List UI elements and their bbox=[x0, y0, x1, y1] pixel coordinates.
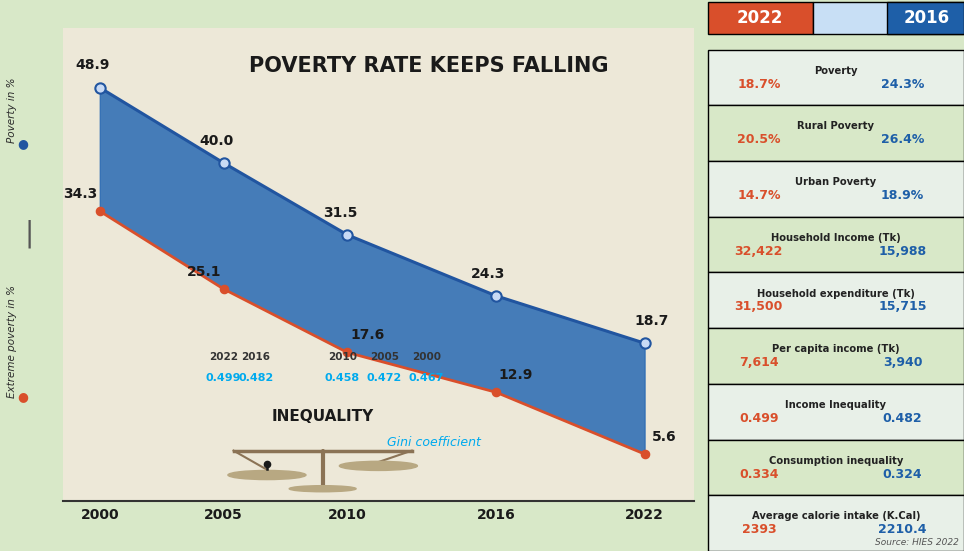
Text: 12.9: 12.9 bbox=[498, 368, 533, 382]
FancyBboxPatch shape bbox=[708, 105, 964, 161]
Text: 2016: 2016 bbox=[241, 352, 270, 362]
Text: 31.5: 31.5 bbox=[323, 206, 358, 220]
Ellipse shape bbox=[289, 485, 356, 491]
Point bbox=[216, 285, 231, 294]
Text: 48.9: 48.9 bbox=[75, 58, 110, 72]
FancyBboxPatch shape bbox=[708, 384, 964, 440]
Text: Extreme poverty in %: Extreme poverty in % bbox=[7, 285, 16, 398]
Point bbox=[489, 388, 504, 397]
FancyBboxPatch shape bbox=[708, 495, 964, 551]
Text: 32,422: 32,422 bbox=[735, 245, 783, 258]
Text: 0.467: 0.467 bbox=[409, 373, 444, 383]
Point bbox=[637, 339, 653, 348]
Text: 2016: 2016 bbox=[904, 9, 950, 27]
Text: POVERTY RATE KEEPS FALLING: POVERTY RATE KEEPS FALLING bbox=[249, 56, 608, 76]
Text: 40.0: 40.0 bbox=[199, 134, 233, 148]
Ellipse shape bbox=[339, 461, 417, 471]
Text: 5.6: 5.6 bbox=[652, 430, 677, 444]
Text: 2393: 2393 bbox=[741, 523, 776, 536]
Text: Poverty: Poverty bbox=[814, 66, 858, 75]
Point bbox=[216, 159, 231, 168]
Text: 7,614: 7,614 bbox=[739, 356, 779, 369]
Text: 2210.4: 2210.4 bbox=[878, 523, 926, 536]
Text: 15,715: 15,715 bbox=[878, 300, 926, 314]
Text: 31,500: 31,500 bbox=[735, 300, 783, 314]
Text: 0.472: 0.472 bbox=[367, 373, 402, 383]
Text: 2022: 2022 bbox=[736, 9, 784, 27]
FancyBboxPatch shape bbox=[708, 217, 964, 272]
Text: 3,940: 3,940 bbox=[883, 356, 923, 369]
Text: 17.6: 17.6 bbox=[350, 328, 385, 342]
Text: 0.458: 0.458 bbox=[325, 373, 360, 383]
FancyBboxPatch shape bbox=[708, 272, 964, 328]
Point bbox=[93, 207, 108, 215]
Text: 14.7%: 14.7% bbox=[737, 189, 781, 202]
Ellipse shape bbox=[228, 471, 306, 479]
Text: 25.1: 25.1 bbox=[187, 265, 221, 279]
Text: 2010: 2010 bbox=[328, 352, 357, 362]
Text: 2022: 2022 bbox=[209, 352, 238, 362]
Text: 34.3: 34.3 bbox=[63, 187, 97, 201]
Text: INEQUALITY: INEQUALITY bbox=[272, 409, 374, 424]
Text: 20.5%: 20.5% bbox=[737, 133, 781, 147]
Text: 2000: 2000 bbox=[413, 352, 442, 362]
Text: 0.324: 0.324 bbox=[883, 468, 923, 480]
Point bbox=[339, 348, 355, 357]
Point bbox=[339, 230, 355, 239]
Text: 0.482: 0.482 bbox=[238, 373, 274, 383]
FancyBboxPatch shape bbox=[708, 161, 964, 217]
Text: Urban Poverty: Urban Poverty bbox=[795, 177, 876, 187]
Text: 0.499: 0.499 bbox=[206, 373, 241, 383]
FancyBboxPatch shape bbox=[708, 328, 964, 384]
Text: 18.7: 18.7 bbox=[635, 314, 669, 328]
Text: 0.482: 0.482 bbox=[883, 412, 923, 425]
Text: Income Inequality: Income Inequality bbox=[786, 400, 886, 410]
FancyBboxPatch shape bbox=[708, 2, 813, 34]
Text: 2005: 2005 bbox=[370, 352, 399, 362]
Text: 15,988: 15,988 bbox=[878, 245, 926, 258]
Text: Poverty in %: Poverty in % bbox=[7, 78, 16, 143]
Text: Rural Poverty: Rural Poverty bbox=[797, 121, 874, 132]
Text: Household expenditure (Tk): Household expenditure (Tk) bbox=[757, 289, 915, 299]
Text: 26.4%: 26.4% bbox=[881, 133, 924, 147]
Text: Per capita income (Tk): Per capita income (Tk) bbox=[772, 344, 899, 354]
FancyBboxPatch shape bbox=[708, 50, 964, 105]
Text: Source: HIES 2022: Source: HIES 2022 bbox=[875, 538, 959, 547]
Point bbox=[637, 450, 653, 458]
Text: Household Income (Tk): Household Income (Tk) bbox=[771, 233, 900, 243]
Text: Average calorie intake (K.Cal): Average calorie intake (K.Cal) bbox=[752, 511, 920, 521]
Text: |: | bbox=[24, 220, 34, 249]
Text: 24.3: 24.3 bbox=[471, 267, 506, 280]
Text: 0.499: 0.499 bbox=[739, 412, 779, 425]
Text: ●: ● bbox=[17, 390, 29, 403]
Text: 0.334: 0.334 bbox=[739, 468, 779, 480]
Text: 24.3%: 24.3% bbox=[881, 78, 924, 90]
FancyBboxPatch shape bbox=[813, 2, 964, 34]
FancyBboxPatch shape bbox=[708, 440, 964, 495]
Text: Gini coefficient: Gini coefficient bbox=[388, 436, 481, 449]
Point bbox=[93, 83, 108, 92]
FancyBboxPatch shape bbox=[887, 2, 964, 34]
Point bbox=[489, 291, 504, 300]
Text: ●: ● bbox=[17, 137, 29, 150]
Text: 18.9%: 18.9% bbox=[881, 189, 924, 202]
Text: 18.7%: 18.7% bbox=[737, 78, 781, 90]
Text: Consumption inequality: Consumption inequality bbox=[768, 456, 903, 466]
